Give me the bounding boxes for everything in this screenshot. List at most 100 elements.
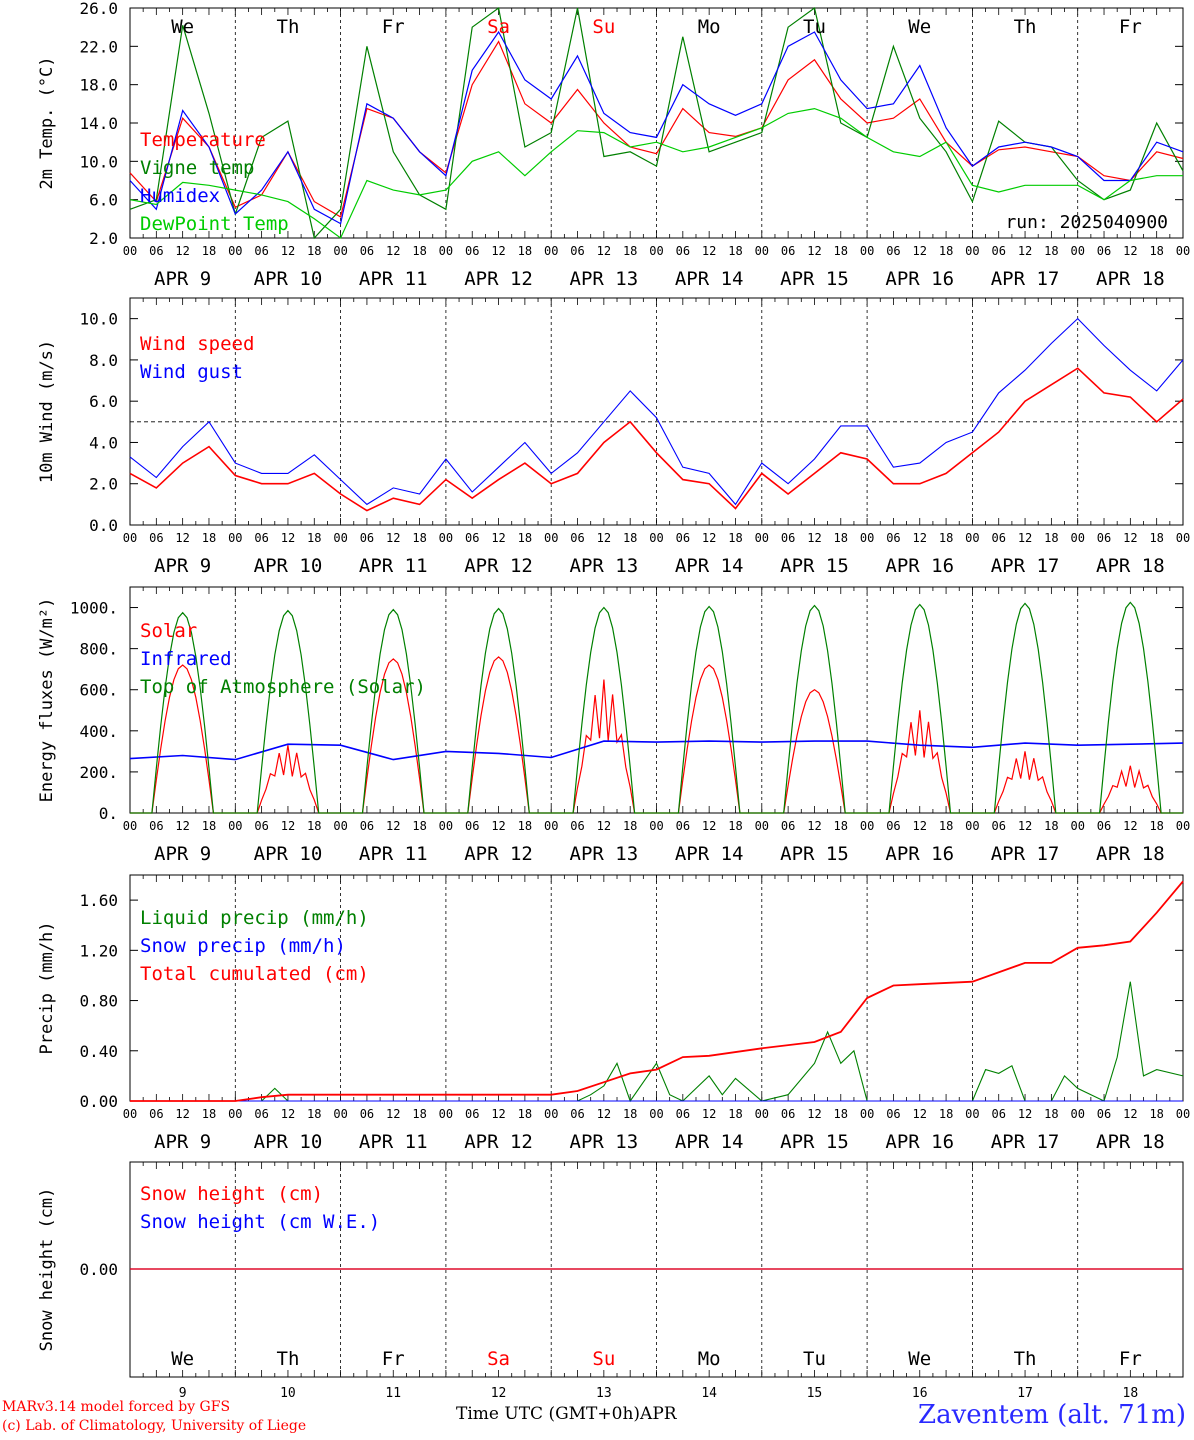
hour-tick-label: 00 xyxy=(544,1107,558,1121)
weekday-label: Th xyxy=(277,16,300,38)
hour-tick-label: 06 xyxy=(465,531,479,545)
hour-tick-label: 12 xyxy=(702,531,716,545)
day-number-label: 13 xyxy=(596,1386,612,1401)
hour-tick-label: 06 xyxy=(886,531,900,545)
day-number-label: 11 xyxy=(385,1386,401,1401)
date-label: APR 11 xyxy=(359,555,428,577)
y-axis-label: 10m Wind (m/s) xyxy=(37,340,57,483)
hour-tick-label: 00 xyxy=(1176,531,1190,545)
legend-top-of-atmosphere-solar-: Top of Atmosphere (Solar) xyxy=(140,676,426,698)
hour-tick-label: 00 xyxy=(965,1107,979,1121)
legend-infrared: Infrared xyxy=(140,648,232,670)
hour-tick-label: 18 xyxy=(623,819,637,833)
date-label: APR 16 xyxy=(885,1131,954,1153)
date-label: APR 12 xyxy=(464,1131,533,1153)
hour-tick-label: 18 xyxy=(728,1107,742,1121)
hour-tick-label: 12 xyxy=(807,531,821,545)
model-line-2: (c) Lab. of Climatology, University of L… xyxy=(2,1418,307,1434)
hour-tick-label: 12 xyxy=(1123,1107,1137,1121)
hour-tick-label: 12 xyxy=(175,244,189,258)
day-number-label: 17 xyxy=(1017,1386,1033,1401)
hour-tick-label: 06 xyxy=(991,819,1005,833)
y-tick-label: 6.0 xyxy=(89,191,118,210)
hour-tick-label: 06 xyxy=(360,1107,374,1121)
hour-tick-label: 18 xyxy=(518,244,532,258)
hour-tick-label: 06 xyxy=(781,1107,795,1121)
hour-tick-label: 00 xyxy=(649,819,663,833)
hour-tick-label: 18 xyxy=(518,531,532,545)
hour-tick-label: 00 xyxy=(860,819,874,833)
hour-tick-label: 18 xyxy=(1044,1107,1058,1121)
hour-tick-label: 06 xyxy=(781,819,795,833)
hour-tick-label: 12 xyxy=(807,1107,821,1121)
weekday-label: Fr xyxy=(1119,1348,1142,1370)
hour-tick-label: 18 xyxy=(1044,531,1058,545)
y-tick-label: 14.0 xyxy=(79,114,118,133)
y-tick-label: 600. xyxy=(79,681,118,700)
hour-tick-label: 00 xyxy=(1070,1107,1084,1121)
hour-tick-label: 18 xyxy=(412,244,426,258)
date-label: APR 14 xyxy=(675,843,744,865)
hour-tick-label: 06 xyxy=(570,819,584,833)
hour-tick-label: 18 xyxy=(939,531,953,545)
date-label: APR 15 xyxy=(780,843,849,865)
legend-snow-precip-mm-h-: Snow precip (mm/h) xyxy=(140,935,346,957)
hour-tick-label: 00 xyxy=(544,244,558,258)
hour-tick-label: 18 xyxy=(202,244,216,258)
date-label: APR 11 xyxy=(359,1131,428,1153)
y-tick-label: 2.0 xyxy=(89,229,118,248)
y-tick-label: 0.80 xyxy=(79,992,118,1011)
hour-tick-label: 18 xyxy=(1149,244,1163,258)
y-tick-label: 1.60 xyxy=(79,891,118,910)
y-tick-label: 0.40 xyxy=(79,1042,118,1061)
hour-tick-label: 00 xyxy=(1176,819,1190,833)
hour-tick-label: 12 xyxy=(597,531,611,545)
legend-total-cumulated-cm-: Total cumulated (cm) xyxy=(140,963,369,985)
date-label: APR 10 xyxy=(254,843,323,865)
hour-tick-label: 12 xyxy=(281,531,295,545)
hour-tick-label: 12 xyxy=(597,1107,611,1121)
y-tick-label: 0.00 xyxy=(79,1260,118,1279)
hour-tick-label: 00 xyxy=(755,819,769,833)
run-label: run: 2025040900 xyxy=(1005,212,1168,233)
hour-tick-label: 00 xyxy=(333,1107,347,1121)
hour-tick-label: 18 xyxy=(1149,1107,1163,1121)
date-label: APR 9 xyxy=(154,268,211,290)
hour-tick-label: 00 xyxy=(965,531,979,545)
date-label: APR 12 xyxy=(464,555,533,577)
hour-tick-label: 06 xyxy=(676,244,690,258)
date-label: APR 15 xyxy=(780,555,849,577)
hour-tick-label: 18 xyxy=(518,1107,532,1121)
hour-tick-label: 06 xyxy=(465,819,479,833)
hour-tick-label: 00 xyxy=(649,1107,663,1121)
hour-tick-label: 00 xyxy=(123,1107,137,1121)
weekday-label: Mo xyxy=(698,1348,721,1370)
hour-tick-label: 18 xyxy=(1044,819,1058,833)
day-number-label: 15 xyxy=(807,1386,823,1401)
day-number-label: 9 xyxy=(179,1386,187,1401)
hour-tick-label: 18 xyxy=(412,819,426,833)
hour-tick-label: 00 xyxy=(755,1107,769,1121)
hour-tick-label: 12 xyxy=(1123,819,1137,833)
hour-tick-label: 18 xyxy=(202,1107,216,1121)
hour-tick-label: 06 xyxy=(991,244,1005,258)
hour-tick-label: 12 xyxy=(281,819,295,833)
hour-tick-label: 12 xyxy=(491,244,505,258)
legend-wind-gust: Wind gust xyxy=(140,361,243,383)
hour-tick-label: 18 xyxy=(728,244,742,258)
hour-tick-label: 12 xyxy=(386,244,400,258)
hour-tick-label: 12 xyxy=(597,244,611,258)
hour-tick-label: 00 xyxy=(123,244,137,258)
day-number-label: 18 xyxy=(1123,1386,1139,1401)
hour-tick-label: 00 xyxy=(860,531,874,545)
date-label: APR 14 xyxy=(675,1131,744,1153)
hour-tick-label: 12 xyxy=(1018,531,1032,545)
y-tick-label: 18.0 xyxy=(79,76,118,95)
hour-tick-label: 00 xyxy=(333,244,347,258)
hour-tick-label: 06 xyxy=(886,244,900,258)
hour-tick-label: 12 xyxy=(913,531,927,545)
series-humidex xyxy=(129,30,1184,225)
hour-tick-label: 06 xyxy=(676,1107,690,1121)
weekday-label: Fr xyxy=(382,16,405,38)
legend-humidex: Humidex xyxy=(140,185,220,207)
